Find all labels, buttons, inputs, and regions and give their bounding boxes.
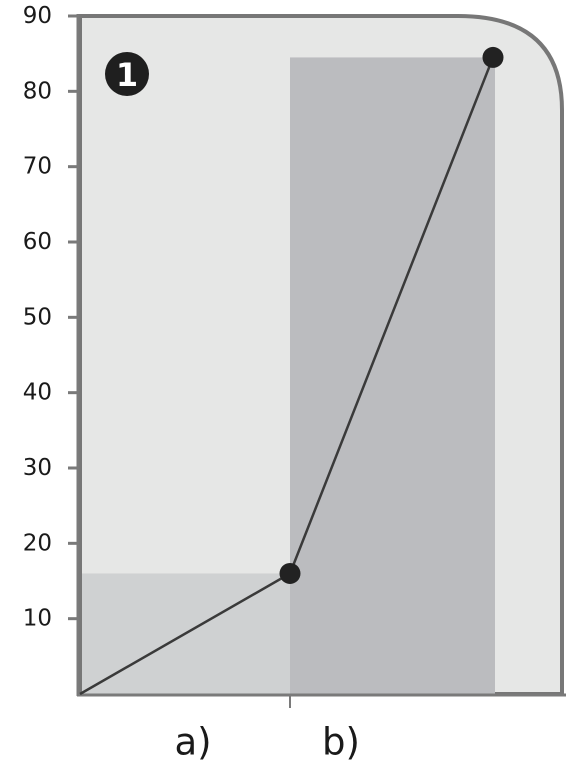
y-tick-label-80: 80 — [23, 78, 52, 104]
bars-group — [82, 57, 495, 694]
badge-circle — [105, 52, 149, 96]
y-tick-label-70: 70 — [23, 154, 52, 180]
y-tick-label-20: 20 — [23, 530, 52, 556]
y-tick-label-10: 10 — [23, 606, 52, 632]
data-point-1 — [279, 562, 301, 584]
number-badge: 1 — [105, 52, 149, 96]
data-point-2 — [482, 46, 504, 68]
x-category-label-1: b) — [322, 721, 360, 764]
bar-1 — [290, 57, 495, 694]
y-tick-label-30: 30 — [23, 455, 52, 481]
x-category-label-0: a) — [174, 721, 211, 764]
x-ticks-group: a) b) — [174, 695, 360, 764]
series-group — [79, 46, 504, 696]
badge-label: 1 — [116, 56, 138, 94]
y-tick-label-60: 60 — [23, 229, 52, 255]
y-tick-label-50: 50 — [23, 304, 52, 330]
y-ticks-group: 10 20 30 40 50 60 70 80 90 — [23, 3, 78, 632]
y-tick-label-40: 40 — [23, 380, 52, 406]
y-tick-label-90: 90 — [23, 3, 52, 29]
